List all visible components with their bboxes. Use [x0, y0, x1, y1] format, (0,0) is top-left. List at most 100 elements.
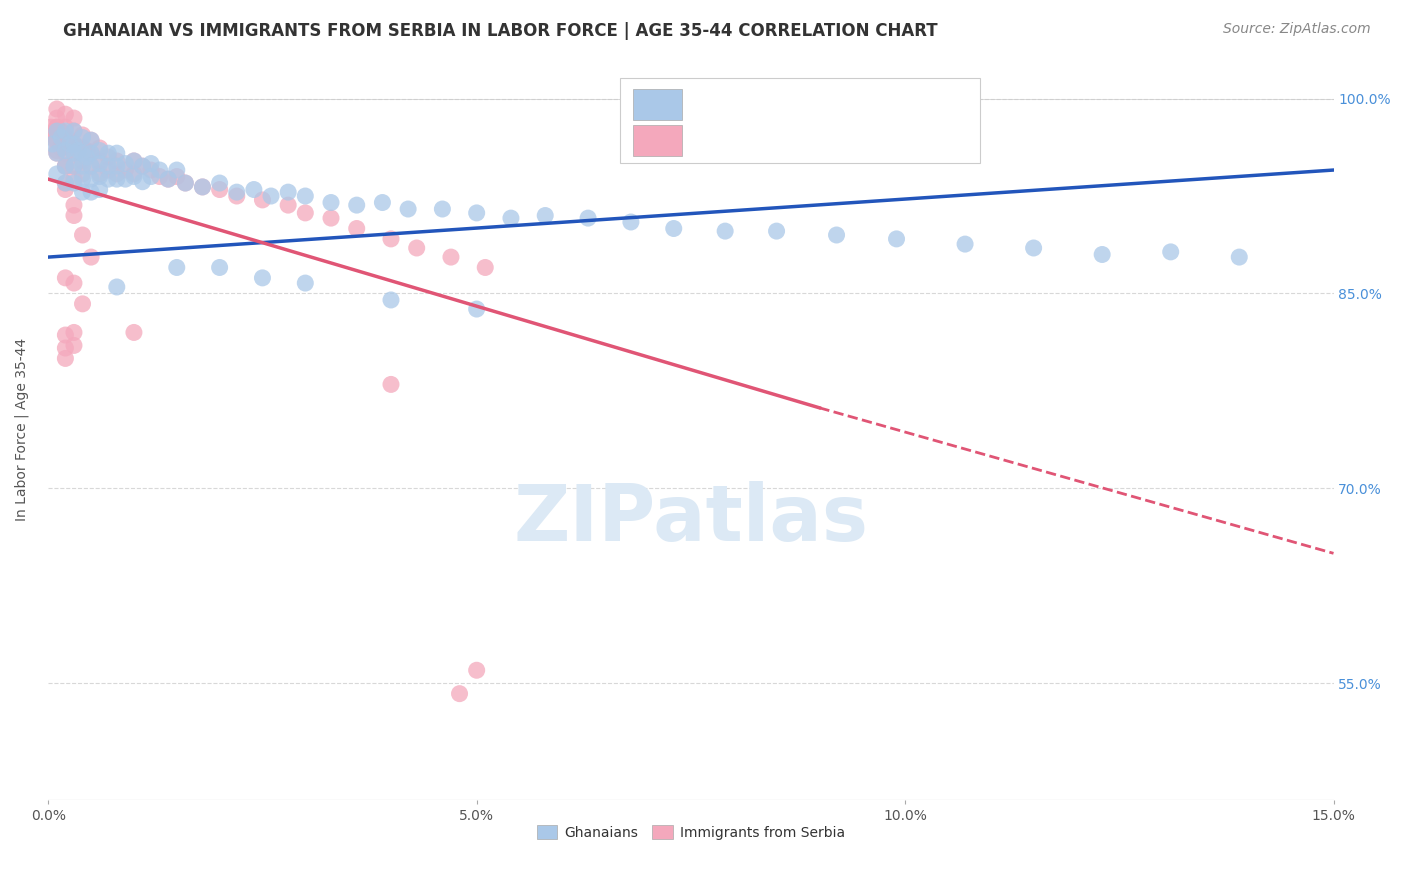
Text: -0.148: -0.148 [749, 125, 813, 143]
Point [55, 144, 77, 158]
Point [59, 136, 82, 151]
Point [499, 211, 522, 226]
Point [252, 193, 274, 207]
Point [55, 146, 77, 161]
Point [55, 124, 77, 138]
Point [405, 241, 427, 255]
Point [72, 185, 94, 199]
Point [45, 146, 67, 161]
Point [105, 146, 128, 161]
Point [41, 136, 63, 151]
Point [714, 224, 737, 238]
Point [63, 136, 86, 151]
Point [208, 176, 231, 190]
Point [80, 250, 103, 264]
FancyBboxPatch shape [633, 89, 682, 120]
Point [122, 169, 145, 184]
Text: 80: 80 [903, 125, 928, 143]
Point [97, 163, 120, 178]
Y-axis label: In Labor Force | Age 35-44: In Labor Force | Age 35-44 [15, 338, 30, 522]
Text: 83: 83 [903, 89, 928, 107]
Point [55, 176, 77, 190]
Point [55, 133, 77, 147]
Point [886, 232, 908, 246]
Legend: Ghanaians, Immigrants from Serbia: Ghanaians, Immigrants from Serbia [531, 819, 851, 845]
Point [80, 133, 103, 147]
Point [294, 276, 316, 290]
Point [55, 120, 77, 135]
Point [63, 326, 86, 340]
Point [380, 232, 402, 246]
Point [294, 206, 316, 220]
Text: ZIPatlas: ZIPatlas [513, 481, 869, 557]
Point [45, 133, 67, 147]
Point [72, 141, 94, 155]
Point [72, 153, 94, 168]
Point [72, 128, 94, 142]
Point [55, 351, 77, 366]
Point [45, 120, 67, 135]
Point [89, 153, 111, 168]
Point [45, 146, 67, 161]
Point [44, 133, 66, 147]
Point [122, 326, 145, 340]
Point [89, 144, 111, 158]
Point [131, 159, 153, 173]
Point [191, 180, 214, 194]
Point [49, 124, 72, 138]
Point [63, 124, 86, 138]
Point [277, 185, 299, 199]
Point [72, 297, 94, 311]
Point [260, 189, 283, 203]
Point [1160, 244, 1182, 259]
Point [97, 150, 120, 164]
FancyBboxPatch shape [633, 125, 682, 156]
Point [122, 153, 145, 168]
Text: N =: N = [845, 89, 879, 107]
Point [576, 211, 599, 226]
Point [41, 128, 63, 142]
Point [208, 182, 231, 196]
Point [380, 293, 402, 307]
Point [49, 141, 72, 155]
Point [63, 338, 86, 352]
Point [63, 124, 86, 138]
Point [80, 159, 103, 173]
Point [465, 206, 488, 220]
Point [63, 111, 86, 125]
Point [63, 172, 86, 186]
Point [55, 159, 77, 173]
Point [1091, 247, 1114, 261]
Point [139, 163, 162, 178]
Point [55, 159, 77, 173]
Point [243, 182, 266, 196]
Point [80, 185, 103, 199]
Point [49, 130, 72, 145]
Text: Source: ZipAtlas.com: Source: ZipAtlas.com [1223, 22, 1371, 37]
Point [465, 663, 488, 677]
Point [225, 189, 247, 203]
Point [432, 202, 454, 216]
Point [89, 156, 111, 170]
Point [149, 169, 172, 184]
Point [114, 156, 136, 170]
Point [89, 182, 111, 196]
Point [80, 146, 103, 161]
Point [157, 172, 180, 186]
Point [55, 176, 77, 190]
Point [80, 133, 103, 147]
Point [149, 163, 172, 178]
Point [72, 130, 94, 145]
Point [67, 141, 90, 155]
Point [319, 195, 342, 210]
Point [474, 260, 496, 275]
Point [191, 180, 214, 194]
Point [346, 221, 368, 235]
Point [63, 176, 86, 190]
Text: 0.122: 0.122 [759, 89, 815, 107]
Point [105, 280, 128, 294]
Point [620, 215, 643, 229]
Point [157, 172, 180, 186]
Point [89, 141, 111, 155]
Point [139, 169, 162, 184]
